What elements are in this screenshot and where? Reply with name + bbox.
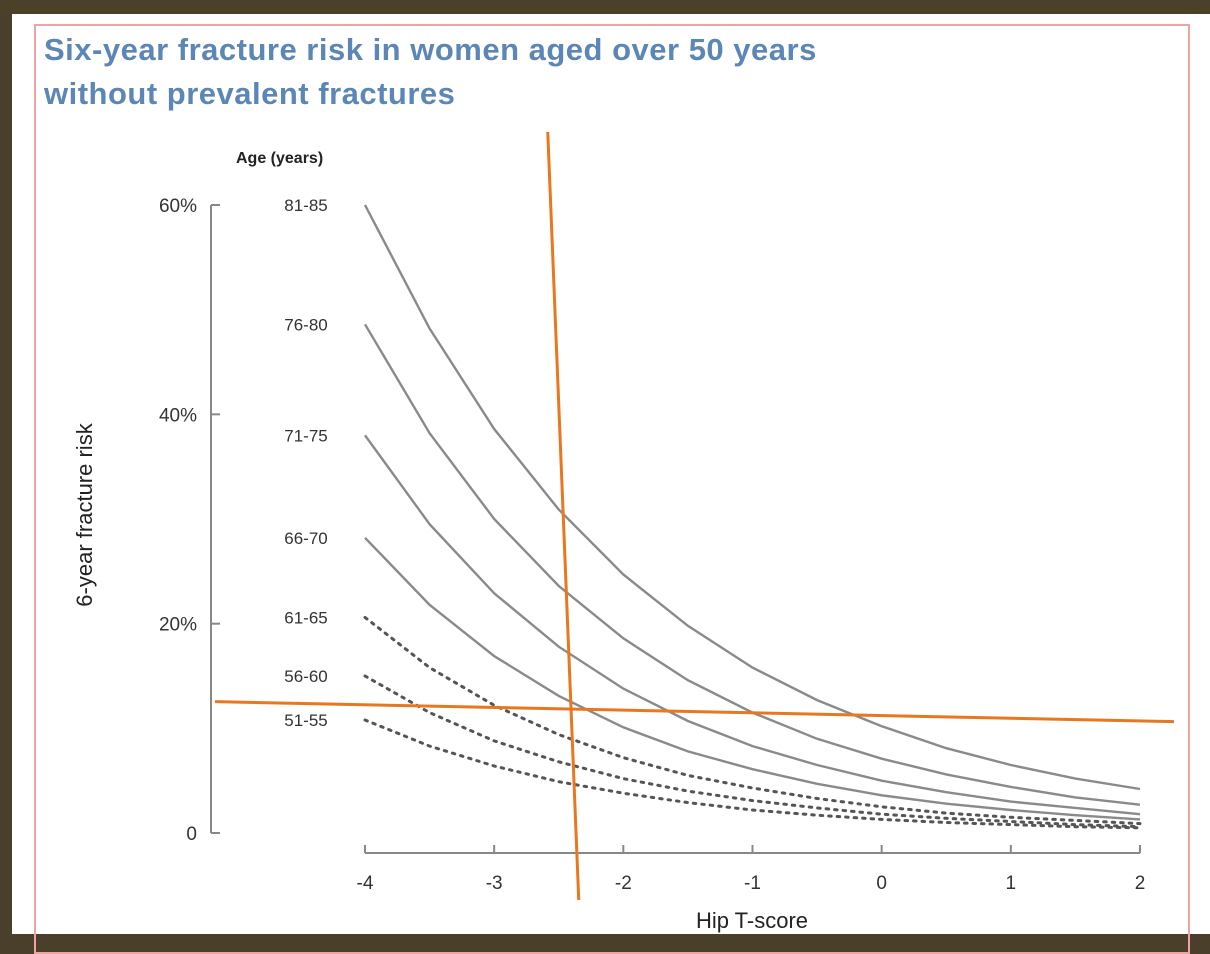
y-tick-label: 20%	[159, 615, 197, 636]
y-tick-label: 40%	[159, 405, 197, 426]
x-tick-label: -3	[486, 873, 503, 894]
age-label-51-55: 51-55	[284, 711, 327, 730]
x-tick-label: 2	[1135, 873, 1146, 894]
curve-51-55	[363, 718, 1142, 830]
y-tick-label: 60%	[159, 196, 197, 217]
curve-76-80	[363, 323, 1141, 806]
overlay-vertical-line	[546, 131, 581, 901]
age-label-81-85: 81-85	[284, 196, 327, 215]
chart-title: Six-year fracture risk in women aged ove…	[44, 28, 1044, 116]
top-bar	[0, 0, 1210, 14]
age-label-56-60: 56-60	[284, 667, 327, 686]
x-tick-label: -4	[357, 873, 374, 894]
curve-71-75	[364, 434, 1141, 816]
curve-56-60	[363, 674, 1142, 829]
x-tick-label: 1	[1006, 873, 1017, 894]
y-tick-label: 0	[186, 824, 197, 845]
x-axis-title: Hip T-score	[696, 908, 808, 933]
y-axis-title: 6-year fracture risk	[72, 422, 97, 606]
age-label-71-75: 71-75	[284, 426, 327, 445]
curves	[363, 204, 1142, 830]
fracture-risk-chart: 0 20% 40% 60% -4 -3 -2 -1 0 1 2 81-85 76-80 71-75 66-…	[72, 131, 1175, 933]
curve-66-70	[364, 536, 1141, 821]
curve-81-85	[363, 204, 1141, 791]
age-label-76-80: 76-80	[284, 315, 327, 334]
x-tick-label: -1	[744, 873, 761, 894]
curve-61-65	[363, 615, 1142, 826]
overlay-horizontal-line	[214, 700, 1175, 724]
axes: 0 20% 40% 60% -4 -3 -2 -1 0 1 2	[159, 196, 1145, 894]
age-labels: 81-85 76-80 71-75 66-70 61-65 56-60 51-55	[284, 196, 327, 730]
x-tick-label: 0	[876, 873, 887, 894]
age-header: Age (years)	[236, 150, 323, 167]
age-label-61-65: 61-65	[284, 608, 327, 627]
overlay-lines	[214, 131, 1175, 901]
x-tick-label: -2	[615, 873, 632, 894]
chart-title-line2: without prevalent fractures	[44, 76, 456, 111]
age-label-66-70: 66-70	[284, 529, 327, 548]
chart-title-line1: Six-year fracture risk in women aged ove…	[44, 32, 817, 67]
